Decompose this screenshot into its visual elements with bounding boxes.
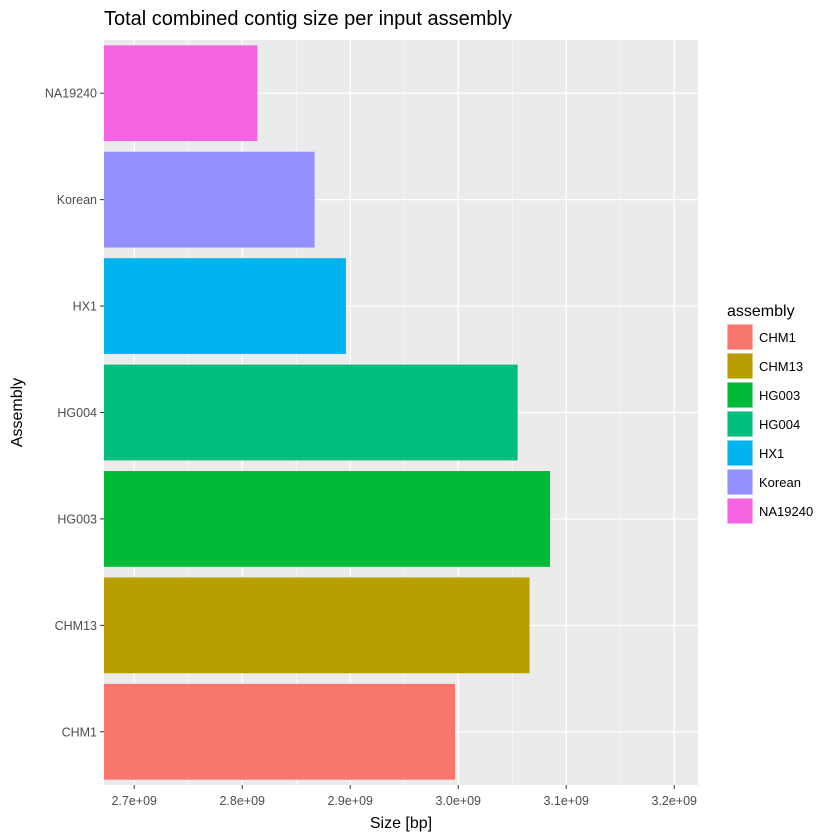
- y-tick-label: CHM13: [55, 619, 97, 633]
- y-tick-label: HG004: [57, 406, 97, 420]
- legend-label: HG003: [759, 388, 800, 403]
- legend-label: HG004: [759, 417, 800, 432]
- x-tick-label: 3.2e+09: [651, 794, 697, 808]
- legend-key-hx1: [727, 440, 753, 466]
- x-tick-label: 3.1e+09: [543, 794, 589, 808]
- y-axis-title: Assembly: [9, 378, 26, 447]
- bar-korean: [104, 151, 315, 248]
- bar-chm1: [104, 683, 455, 780]
- legend-key-chm1: [727, 324, 753, 350]
- y-tick-label: CHM1: [62, 725, 97, 739]
- bar-na19240: [104, 45, 258, 142]
- legend-key-na19240: [727, 498, 753, 524]
- x-axis-title: Size [bp]: [370, 815, 432, 832]
- bar-chm13: [104, 577, 530, 674]
- legend-key-hg003: [727, 382, 753, 408]
- y-tick-label: NA19240: [45, 87, 97, 101]
- legend-label: NA19240: [759, 504, 813, 519]
- chart-title: Total combined contig size per input ass…: [104, 8, 512, 30]
- legend-label: CHM13: [759, 359, 803, 374]
- y-tick-label: HX1: [73, 300, 97, 314]
- bar-hx1: [104, 258, 346, 354]
- legend-label: Korean: [759, 475, 801, 490]
- x-tick-label: 2.7e+09: [111, 794, 157, 808]
- legend-title: assembly: [727, 303, 795, 320]
- bar-hg004: [104, 364, 518, 461]
- legend-key-korean: [727, 469, 753, 495]
- legend-key-hg004: [727, 411, 753, 437]
- bar-hg003: [104, 471, 551, 567]
- x-tick-label: 3.0e+09: [435, 794, 481, 808]
- y-tick-label: Korean: [57, 193, 97, 207]
- legend-label: CHM1: [759, 330, 796, 345]
- legend-key-chm13: [727, 353, 753, 379]
- y-tick-label: HG003: [57, 512, 97, 526]
- x-tick-label: 2.9e+09: [327, 794, 373, 808]
- legend-label: HX1: [759, 446, 784, 461]
- x-tick-label: 2.8e+09: [219, 794, 265, 808]
